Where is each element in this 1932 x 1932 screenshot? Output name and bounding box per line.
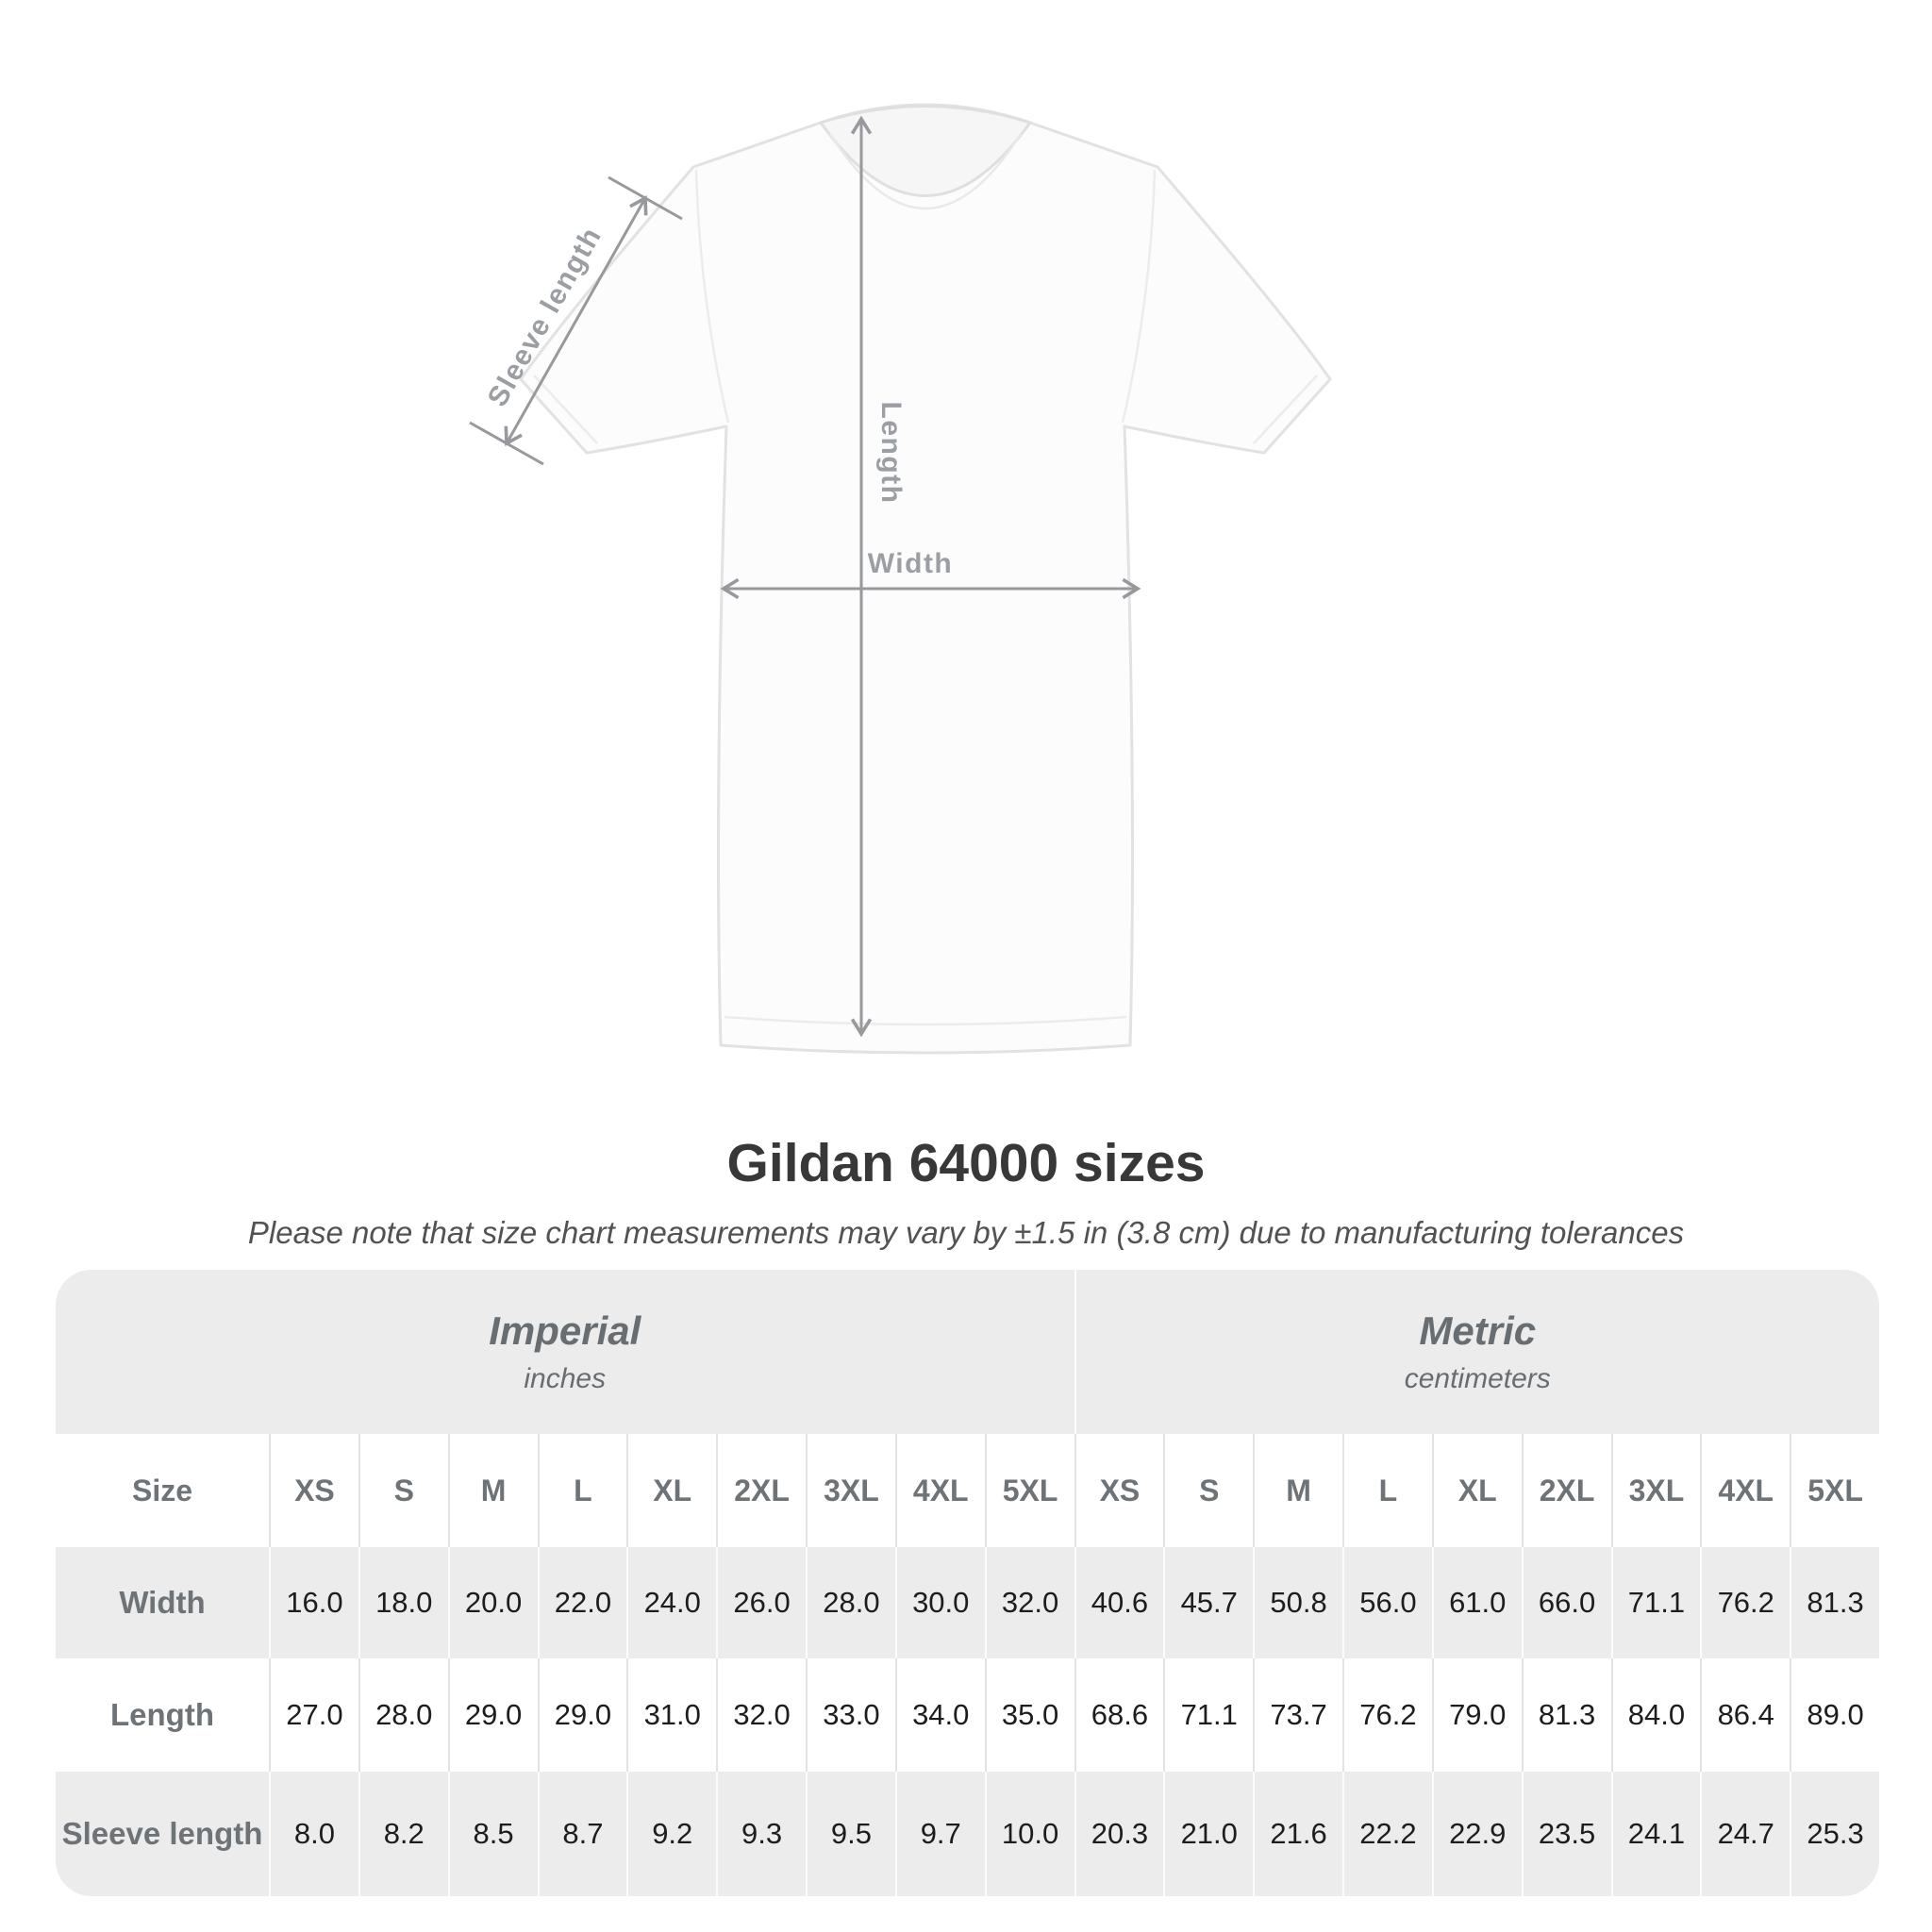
row-label: Width [119,1585,206,1620]
table-cell: 24.0 [626,1547,716,1658]
size-header-cell: XL [1431,1434,1522,1547]
table-cell: 10.0 [984,1772,1074,1896]
table-cell: 68.6 [1074,1658,1164,1772]
table-cell: 71.1 [1163,1658,1254,1772]
table-cell: 79.0 [1431,1658,1522,1772]
metric-group-header: Metric centimeters [1074,1270,1880,1434]
table-cell: 71.1 [1610,1547,1701,1658]
table-cell: 22.0 [537,1547,627,1658]
left-sleeve-seam [694,169,730,424]
table-cell: 21.0 [1163,1772,1253,1896]
size-header-cell: S [358,1434,448,1547]
hem-stitch [724,1015,1127,1026]
size-header-cell: 5XL [984,1434,1074,1547]
size-table: Imperial inches Metric centimeters Size X… [56,1270,1879,1896]
table-cell: 31.0 [626,1658,717,1772]
table-cell: 27.0 [269,1658,358,1772]
length-label: Length [875,401,907,505]
table-cell: 40.6 [1074,1547,1164,1658]
table-cell: 86.4 [1700,1658,1790,1772]
table-cell: 29.0 [447,1658,538,1772]
size-header-cell: 3XL [1610,1434,1701,1547]
table-cell: 56.0 [1342,1547,1432,1658]
table-cell: 16.0 [269,1547,358,1658]
table-cell: 21.6 [1253,1772,1342,1896]
size-header-cell: L [537,1434,627,1547]
right-cuff-stitch [1253,375,1318,444]
table-cell: 28.0 [358,1658,448,1772]
table-cell: 81.3 [1790,1547,1879,1658]
table-cell: 61.0 [1431,1547,1522,1658]
table-cell: 50.8 [1253,1547,1342,1658]
sleeve-length-arrow [504,195,648,446]
size-header-cell: 2XL [716,1434,806,1547]
table-cell: 8.7 [537,1772,627,1896]
table-cell: 76.2 [1700,1547,1790,1658]
table-cell: 20.0 [447,1547,538,1658]
table-cell: 25.3 [1790,1772,1879,1896]
metric-unit: centimeters [1404,1363,1551,1394]
table-cell: 45.7 [1163,1547,1253,1658]
table-cell: 22.2 [1342,1772,1432,1896]
table-cell: 32.0 [984,1547,1074,1658]
table-cell: 23.5 [1521,1772,1611,1896]
table-cell: 33.0 [806,1658,895,1772]
table-cell: 22.9 [1431,1772,1522,1896]
table-cell: 28.0 [806,1547,895,1658]
size-header-cell: M [1253,1434,1342,1547]
size-header-cell: 4XL [1700,1434,1790,1547]
table-cell: 8.2 [358,1772,448,1896]
table-cell: 32.0 [716,1658,806,1772]
page-title: Gildan 64000 sizes [726,1133,1206,1193]
size-header-cell: S [1163,1434,1254,1547]
table-cell: 73.7 [1253,1658,1342,1772]
size-header-cell: 4XL [894,1434,985,1547]
metric-title: Metric [1419,1308,1537,1353]
table-cell: 20.3 [1074,1772,1164,1896]
imperial-group-header: Imperial inches [56,1270,1074,1434]
tshirt-diagram: Sleeve length Length Width [469,103,1332,1055]
table-cell: 29.0 [537,1658,627,1772]
table-cell: 9.3 [716,1772,806,1896]
size-header-cell: 3XL [806,1434,895,1547]
page-subtitle: Please note that size chart measurements… [247,1215,1685,1250]
right-sleeve-seam [1121,169,1157,424]
table-cell: 76.2 [1342,1658,1432,1772]
table-cell: 84.0 [1610,1658,1701,1772]
table-cell: 24.7 [1700,1772,1790,1896]
table-cell: 30.0 [894,1547,985,1658]
table-cell: 9.5 [806,1772,895,1896]
table-cell: 8.5 [447,1772,538,1896]
table-cell: 66.0 [1521,1547,1611,1658]
table-cell: 8.0 [269,1772,358,1896]
table-cell: 18.0 [358,1547,448,1658]
sleeve-arrow-top-tick [608,175,683,221]
table-cell: 89.0 [1790,1658,1879,1772]
table-cell: 26.0 [716,1547,806,1658]
size-header-cell: XS [269,1434,358,1547]
table-cell: 9.7 [894,1772,985,1896]
tshirt-collar [818,105,1033,197]
row-label: Length [56,1658,269,1772]
size-header-cell: L [1342,1434,1432,1547]
size-header-cell: 5XL [1790,1434,1879,1547]
row-label: Sleeve length [61,1816,263,1851]
width-label: Width [867,548,954,579]
size-header-cell: XL [626,1434,717,1547]
table-cell: 9.2 [626,1772,716,1896]
size-header-cell: XS [1074,1434,1164,1547]
table-cell: 35.0 [984,1658,1074,1772]
imperial-unit: inches [524,1363,607,1394]
imperial-title: Imperial [489,1308,641,1353]
size-column-header: Size [56,1434,269,1547]
size-header-cell: 2XL [1521,1434,1611,1547]
table-cell: 81.3 [1521,1658,1611,1772]
table-cell: 34.0 [894,1658,985,1772]
table-cell: 24.1 [1610,1772,1701,1896]
sleeve-arrow-bottom-tick [469,421,544,466]
tshirt-graphic [469,103,1332,1055]
size-header-cell: M [447,1434,538,1547]
